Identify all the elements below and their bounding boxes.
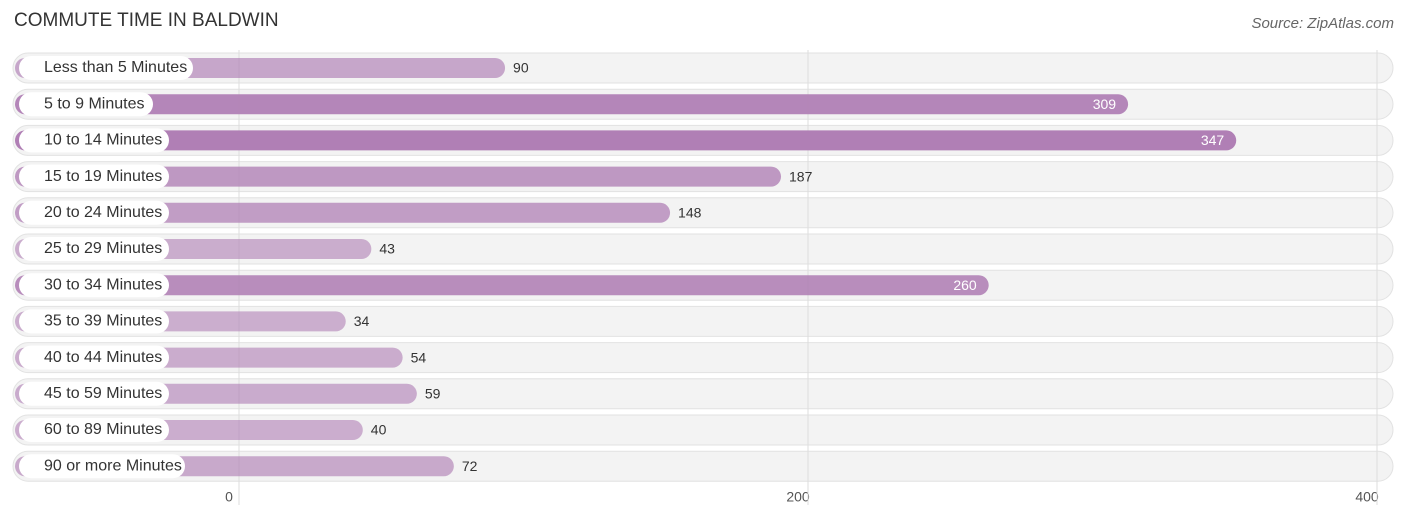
category-label: 25 to 29 Minutes [44, 240, 162, 257]
category-pill [19, 200, 169, 225]
bar [15, 275, 989, 296]
value-label: 72 [462, 458, 478, 474]
value-label: 43 [379, 241, 395, 257]
category-pill [19, 309, 169, 334]
value-label: 148 [678, 205, 702, 221]
x-tick-label: 400 [1355, 489, 1379, 505]
category-label: 60 to 89 Minutes [44, 421, 162, 438]
row-background [12, 305, 1394, 337]
value-label: 187 [789, 168, 813, 184]
category-pill [19, 237, 169, 261]
category-label: 10 to 14 Minutes [44, 132, 162, 149]
bar [15, 202, 671, 223]
category-pill [19, 56, 193, 80]
category-label: 45 to 59 Minutes [44, 385, 162, 402]
category-pill [19, 454, 185, 479]
value-label: 309 [1093, 96, 1117, 112]
x-tick-label: 200 [786, 489, 810, 505]
chart-title: COMMUTE TIME IN BALDWIN [14, 10, 279, 31]
category-label: 20 to 24 Minutes [44, 204, 162, 221]
bar [15, 166, 782, 187]
category-label: 5 to 9 Minutes [44, 95, 145, 112]
category-pill [19, 418, 169, 442]
value-label: 34 [354, 313, 370, 329]
category-pill [19, 92, 153, 117]
value-label: 90 [513, 60, 529, 76]
value-label: 260 [953, 277, 977, 293]
bar [15, 94, 1129, 115]
value-label: 40 [371, 422, 387, 438]
category-label: 35 to 39 Minutes [44, 313, 162, 330]
category-label: 15 to 19 Minutes [44, 168, 162, 185]
x-tick-label: 0 [225, 489, 233, 505]
category-pill [19, 345, 169, 370]
category-label: 30 to 34 Minutes [44, 276, 162, 293]
bar [15, 130, 1237, 151]
value-label: 347 [1201, 132, 1225, 148]
category-label: Less than 5 Minutes [44, 59, 187, 76]
category-label: 90 or more Minutes [44, 457, 182, 474]
category-pill [19, 381, 169, 406]
category-label: 40 to 44 Minutes [44, 349, 162, 366]
value-label: 59 [425, 386, 441, 402]
category-pill [19, 273, 169, 298]
source: Source: ZipAtlas.com [1251, 15, 1394, 32]
value-label: 54 [411, 349, 427, 365]
category-pill [19, 164, 169, 189]
category-pill [19, 128, 169, 153]
